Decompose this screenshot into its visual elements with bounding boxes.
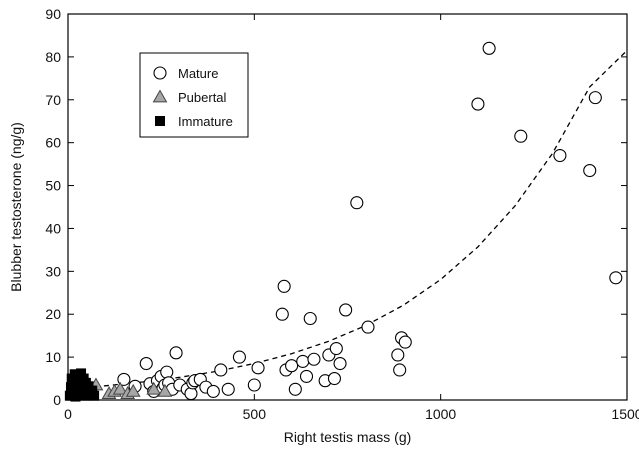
- mature-point: [514, 129, 528, 143]
- pubertal-point: [125, 383, 141, 397]
- immature-point: [89, 390, 100, 401]
- mature-point: [361, 320, 375, 334]
- immature-point: [67, 386, 78, 397]
- x-tick-label: 500: [243, 406, 267, 422]
- pubertal-point: [146, 381, 162, 395]
- x-axis-label: Right testis mass (g): [284, 429, 412, 445]
- mature-point: [184, 387, 198, 401]
- y-tick-label: 10: [45, 349, 61, 365]
- data-points: [64, 41, 623, 402]
- mature-point: [307, 352, 321, 366]
- legend-label-pubertal: Pubertal: [178, 90, 227, 105]
- x-tick-label: 1000: [425, 406, 456, 422]
- mature-point: [583, 163, 597, 178]
- y-tick-label: 0: [53, 392, 61, 408]
- legend: Mature Pubertal Immature: [139, 52, 249, 138]
- mature-point: [214, 363, 228, 377]
- legend-marker-mature: [153, 66, 167, 80]
- pubertal-point: [157, 383, 173, 397]
- mature-point: [339, 303, 353, 317]
- immature-point: [79, 390, 90, 401]
- mature-point: [288, 382, 302, 396]
- mature-point: [169, 346, 183, 360]
- mature-point: [329, 341, 343, 356]
- immature-point: [87, 385, 98, 396]
- mature-point: [251, 361, 265, 375]
- x-tick-label: 1500: [611, 406, 639, 422]
- mature-point: [160, 365, 174, 379]
- mature-point: [277, 279, 291, 293]
- immature-point: [76, 368, 87, 379]
- y-tick-label: 60: [45, 135, 61, 151]
- mature-point: [139, 356, 153, 371]
- mature-point: [221, 382, 235, 396]
- y-tick-label: 80: [45, 49, 61, 65]
- mature-point: [588, 91, 602, 105]
- mature-point: [117, 372, 131, 386]
- plot-frame: [67, 13, 628, 401]
- pubertal-point: [112, 381, 128, 395]
- mature-point: [609, 271, 623, 285]
- mature-point: [350, 196, 364, 210]
- mature-point: [398, 335, 412, 349]
- mature-point: [247, 378, 261, 392]
- mature-point: [391, 348, 405, 362]
- legend-label-immature: Immature: [178, 114, 233, 129]
- axis-ticks: 0 500 1000 1500 0 10 20 30 40 50 60 70 80 90: [45, 6, 639, 422]
- legend-marker-immature: [155, 116, 165, 126]
- y-tick-label: 40: [45, 220, 61, 236]
- mature-point: [303, 311, 317, 326]
- mature-point: [333, 356, 347, 371]
- mature-point: [285, 359, 299, 373]
- y-tick-label: 50: [45, 178, 61, 194]
- y-axis-label: Blubber testosterone (ng/g): [8, 122, 24, 292]
- legend-label-mature: Mature: [178, 66, 218, 81]
- mature-point: [471, 97, 485, 111]
- y-tick-label: 30: [45, 263, 61, 279]
- y-tick-label: 90: [45, 6, 61, 22]
- mature-point: [232, 350, 246, 364]
- mature-point: [206, 384, 220, 398]
- y-tick-label: 70: [45, 92, 61, 108]
- mature-point: [327, 372, 342, 386]
- mature-point: [482, 41, 496, 55]
- mature-point: [299, 369, 314, 383]
- plot-border: [67, 13, 628, 401]
- legend-marker-pubertal: [152, 89, 168, 103]
- mature-point: [275, 307, 289, 321]
- mature-point: [296, 354, 310, 368]
- mature-point: [553, 148, 567, 163]
- x-tick-label: 0: [64, 406, 72, 422]
- y-tick-label: 20: [45, 306, 61, 322]
- mature-point: [393, 363, 407, 377]
